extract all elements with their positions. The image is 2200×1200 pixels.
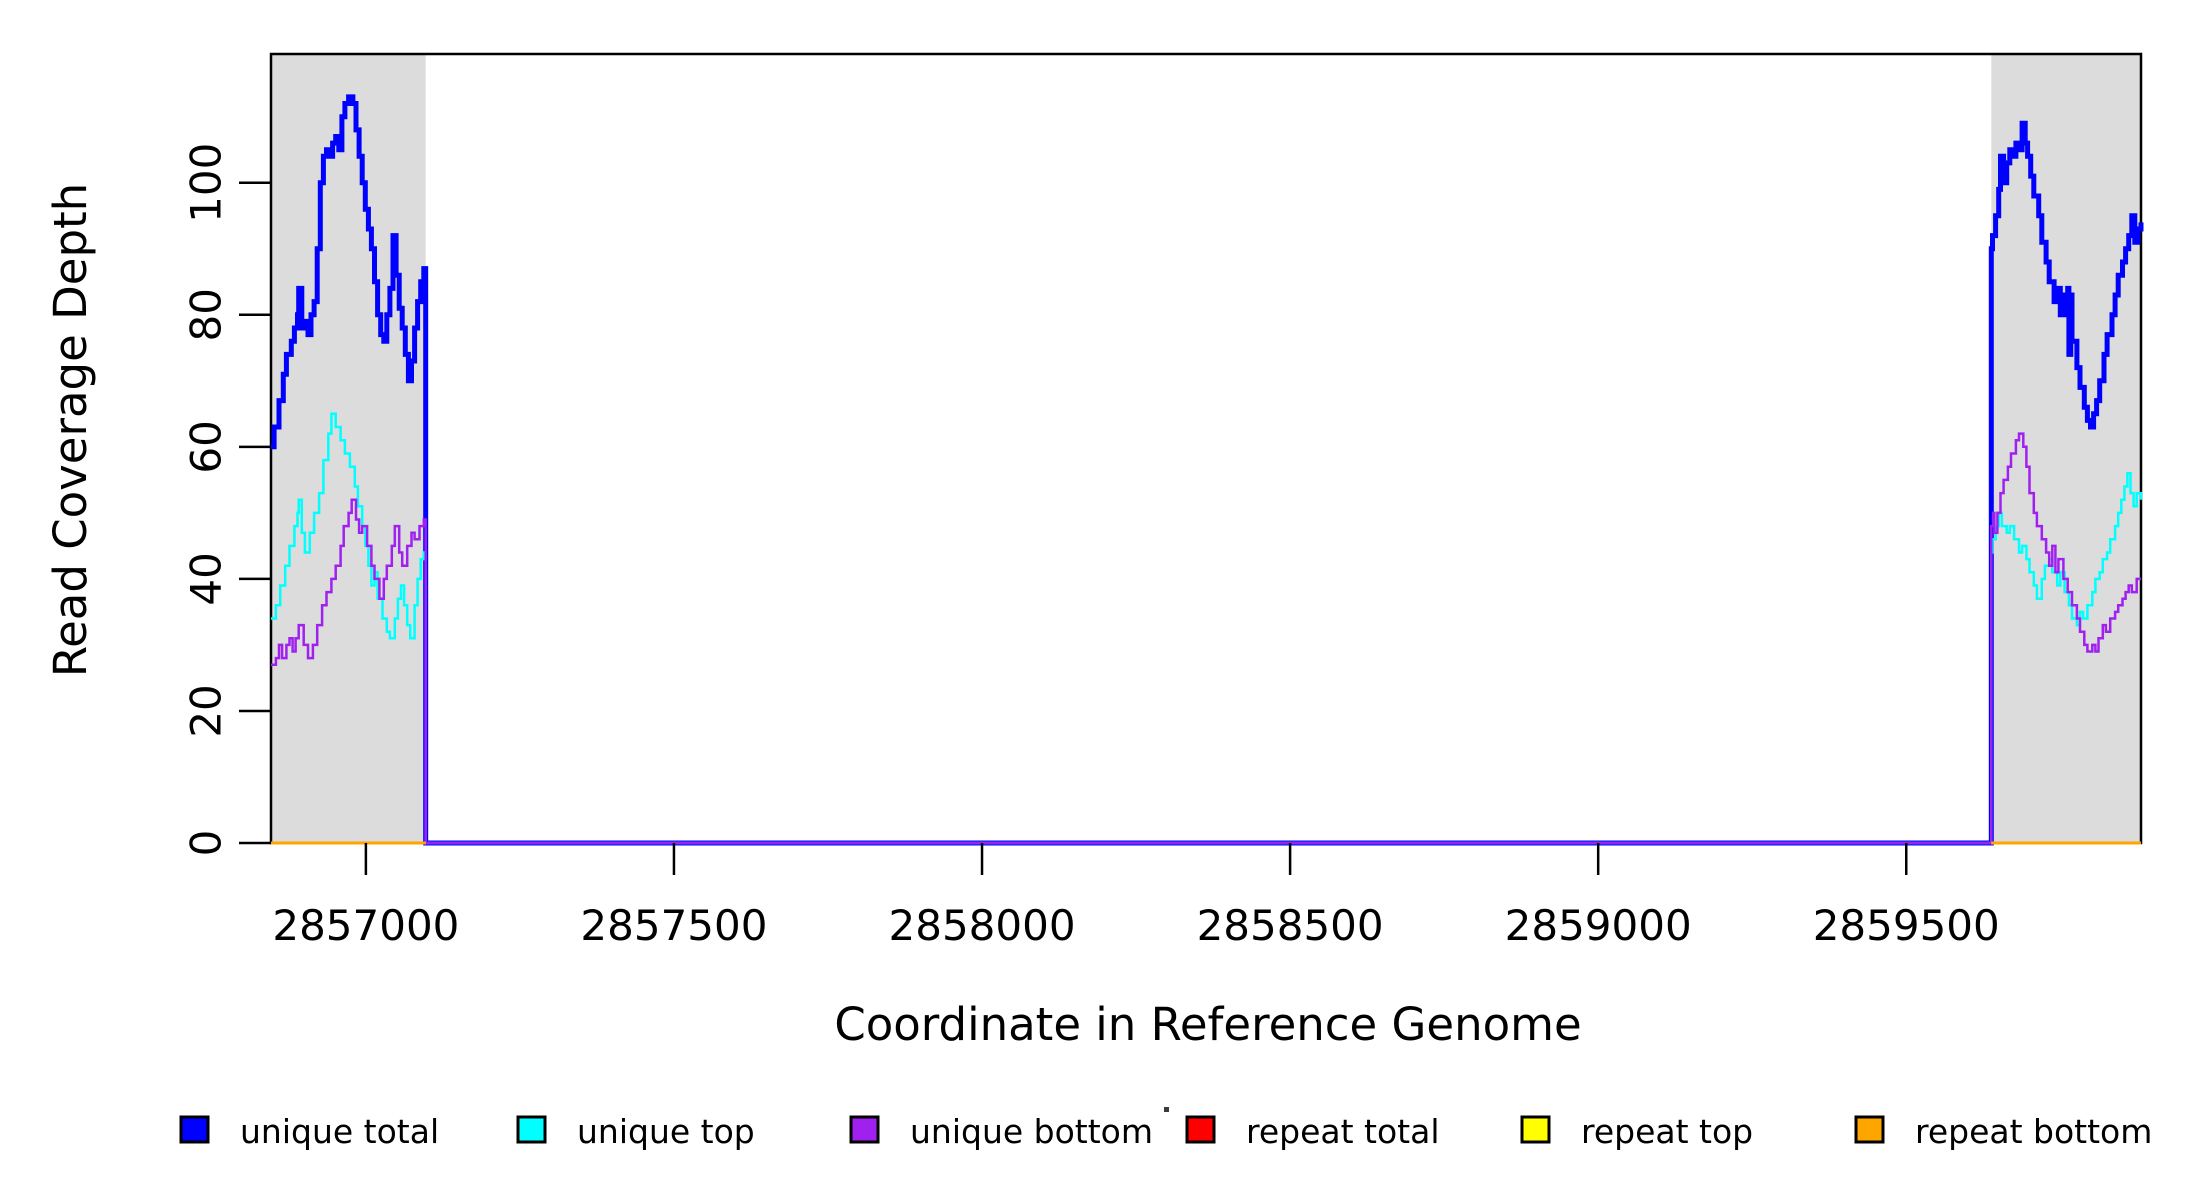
legend-label-repeat-top: repeat top: [1581, 1112, 1753, 1151]
plot-border: [269, 52, 2143, 845]
legend-swatch-repeat-bottom: [1854, 1115, 1885, 1144]
legend-label-unique-bottom: unique bottom: [910, 1112, 1153, 1151]
y-tick-label: 60: [182, 420, 231, 473]
x-tick-label: 2858000: [889, 901, 1076, 950]
series-unique-top-line: [271, 412, 2143, 845]
y-tick-label: 0: [182, 830, 231, 857]
x-tick-label: 2859500: [1813, 901, 2000, 950]
y-tick-label: 100: [182, 143, 231, 223]
legend-label-unique-total: unique total: [240, 1112, 439, 1151]
y-tick-label: 20: [182, 684, 231, 737]
y-tick-label: 80: [182, 288, 231, 341]
legend-swatch-unique-bottom: [849, 1115, 880, 1144]
repeat-region-shade-right: [1991, 54, 2141, 843]
series-unique-bottom-line: [271, 432, 2141, 845]
legend-swatch-repeat-total: [1185, 1115, 1216, 1144]
y-tick-label: 40: [182, 552, 231, 605]
legend-label-repeat-bottom: repeat bottom: [1915, 1112, 2152, 1151]
x-tick-label: 2857000: [272, 901, 459, 950]
stray-mark: [1164, 1107, 1169, 1112]
legend-swatch-unique-top: [516, 1115, 547, 1144]
series-unique-total-line: [271, 94, 2144, 846]
x-tick-label: 2858500: [1197, 901, 1384, 950]
chart-generated-layer: 2857000 2857500 2858000 2858500 2859000 28595…: [179, 52, 2152, 1151]
x-tick-label: 2859000: [1505, 901, 1692, 950]
repeat-region-shade-left: [271, 54, 426, 843]
x-tick-label: 2857500: [580, 901, 767, 950]
legend-label-unique-top: unique top: [577, 1112, 755, 1151]
x-axis-title: Coordinate in Reference Genome: [834, 998, 1581, 1051]
legend-label-repeat-total: repeat total: [1246, 1112, 1440, 1151]
y-axis-title: Read Coverage Depth: [44, 183, 97, 677]
legend-swatch-repeat-top: [1520, 1115, 1551, 1144]
legend-swatch-unique-total: [179, 1115, 210, 1144]
